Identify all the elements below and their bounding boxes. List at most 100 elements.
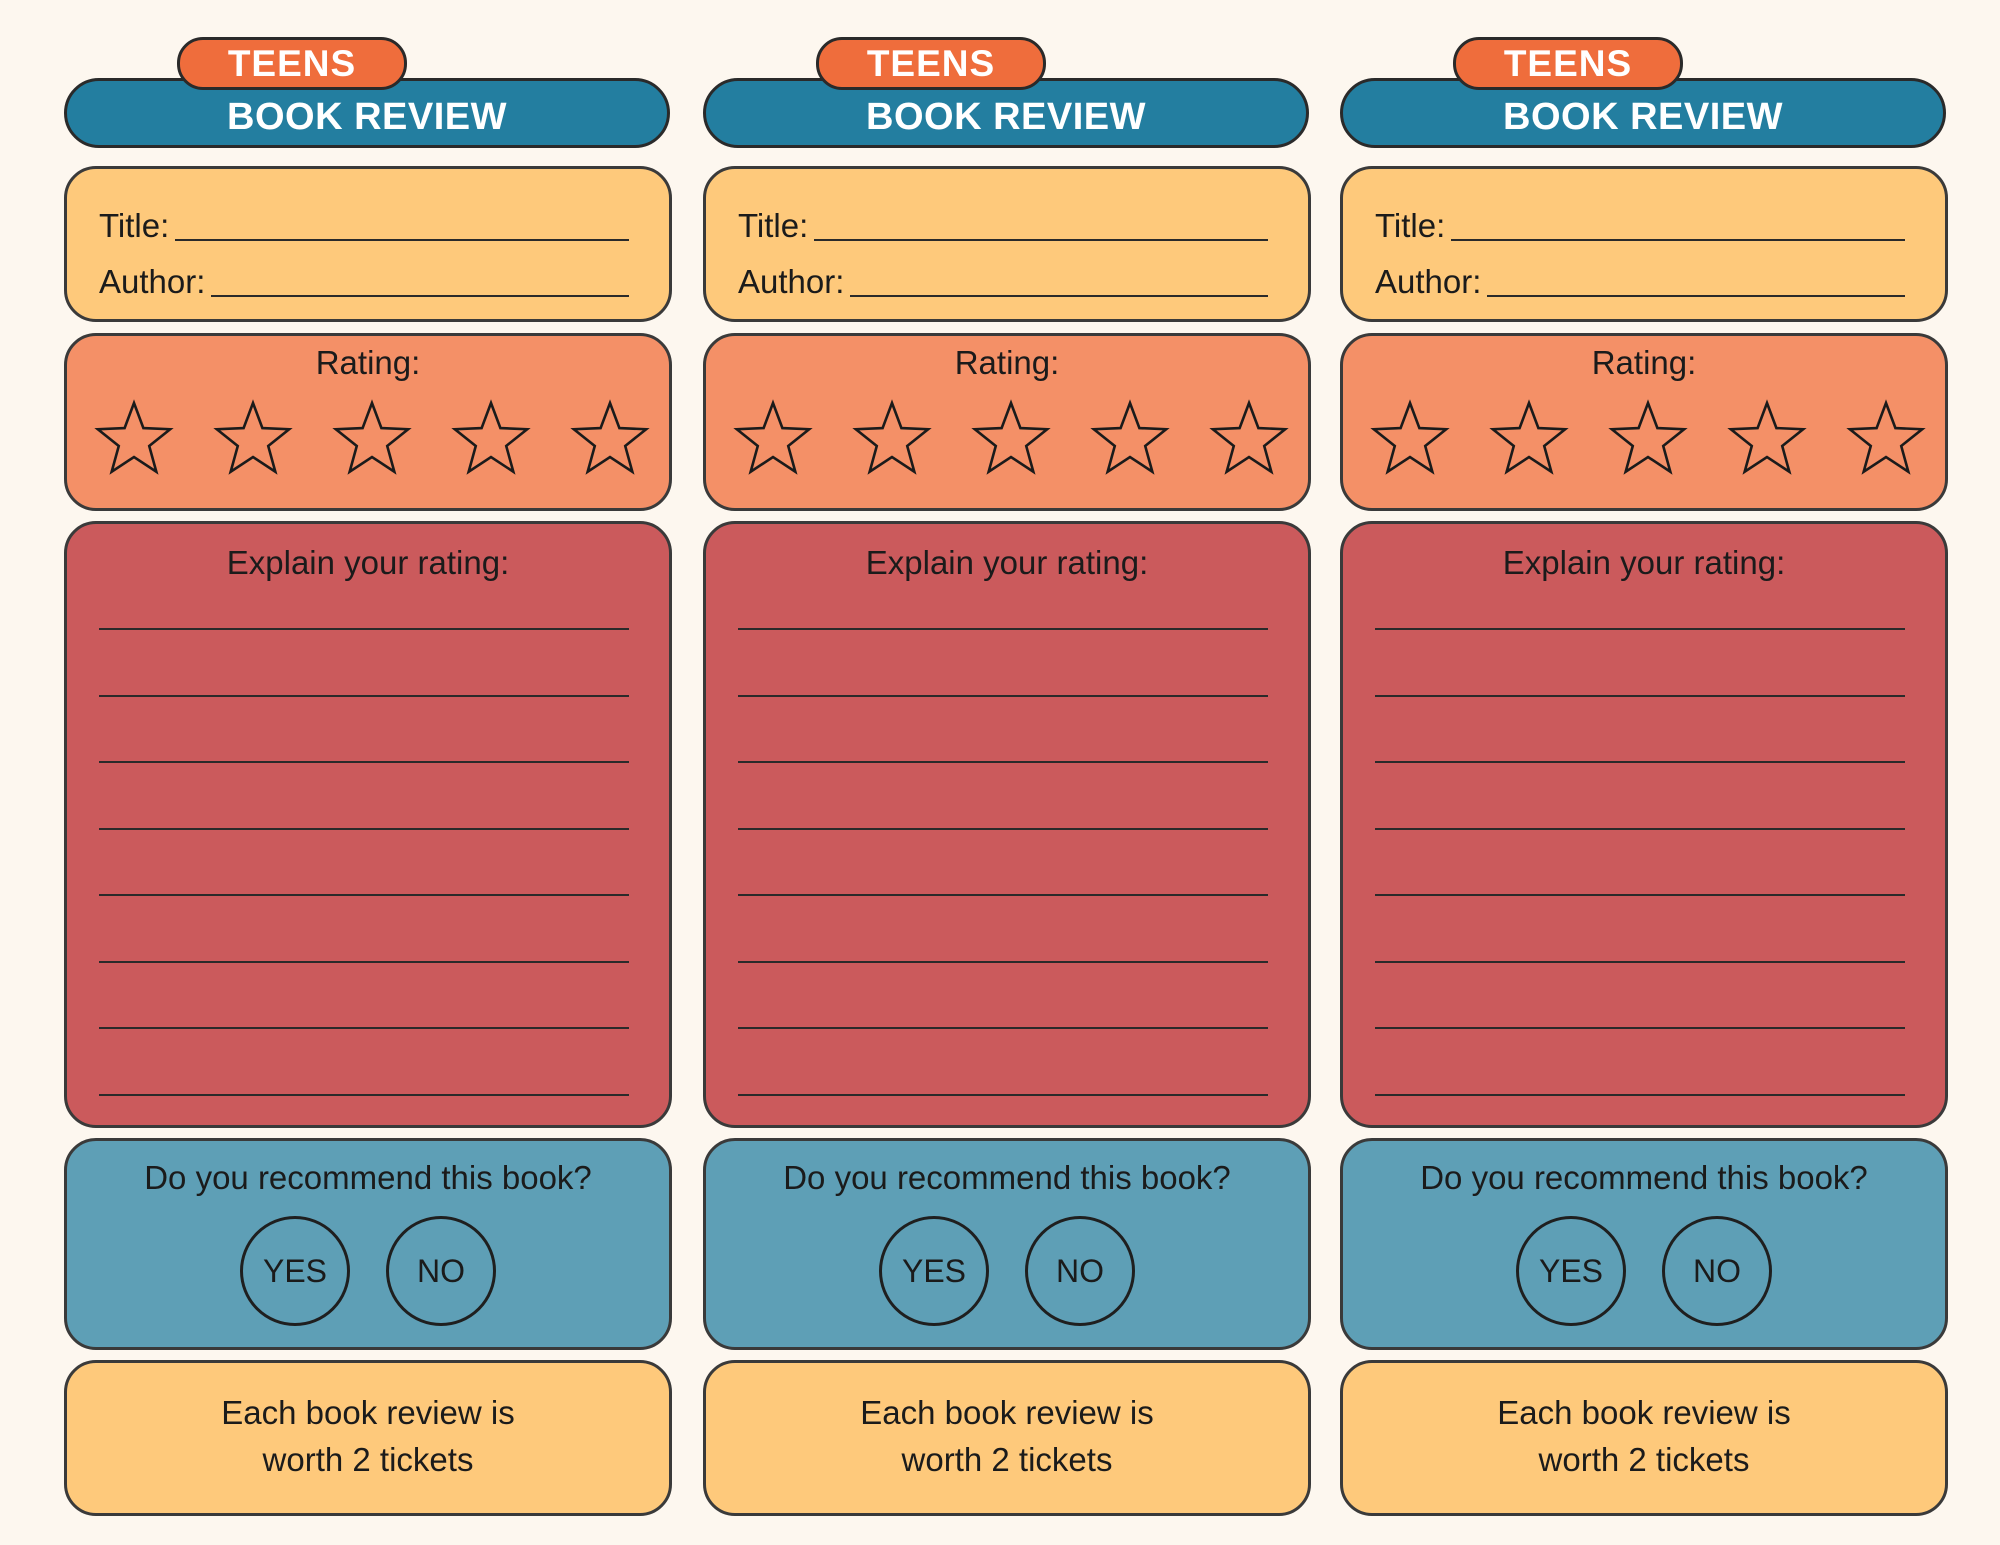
- writing-line[interactable]: [1375, 1027, 1905, 1029]
- rating-label: Rating:: [1591, 344, 1697, 381]
- rating-box: Rating:: [64, 333, 672, 511]
- rating-box: Rating:: [703, 333, 1311, 511]
- title-label: Title:: [99, 207, 170, 244]
- explain-label: Explain your rating:: [1502, 544, 1786, 581]
- ticket-note-line-1: Each book review is: [1497, 1394, 1791, 1431]
- review-card-1: TEENS BOOK REVIEW Title: Author: Rating:…: [64, 0, 674, 1545]
- teens-tab: TEENS: [177, 37, 407, 90]
- writing-line[interactable]: [1375, 960, 1905, 963]
- explain-label: Explain your rating:: [226, 544, 510, 581]
- title-label: Title:: [738, 207, 809, 244]
- no-option[interactable]: NO: [386, 1216, 496, 1326]
- review-card-2: TEENS BOOK REVIEW Title: Author: Rating:…: [703, 0, 1313, 1545]
- book-info-box: Title: Author:: [703, 166, 1311, 322]
- ticket-note-line-1: Each book review is: [221, 1394, 515, 1431]
- writing-line[interactable]: [99, 894, 629, 896]
- writing-line[interactable]: [1375, 827, 1905, 830]
- title-label: Title:: [1375, 207, 1446, 244]
- star-icon[interactable]: [852, 398, 932, 478]
- title-field[interactable]: Title:: [1375, 205, 1905, 245]
- author-label: Author:: [1375, 263, 1482, 300]
- teens-tab: TEENS: [816, 37, 1046, 90]
- ticket-note-box: Each book review is worth 2 tickets: [703, 1360, 1311, 1516]
- writing-line[interactable]: [738, 628, 1268, 630]
- star-icon[interactable]: [1846, 398, 1926, 478]
- no-option[interactable]: NO: [1025, 1216, 1135, 1326]
- explain-box: Explain your rating:: [1340, 521, 1948, 1128]
- title-blank-line: [814, 238, 1268, 241]
- writing-line[interactable]: [1375, 694, 1905, 697]
- author-blank-line: [1487, 294, 1905, 297]
- title-blank-line: [175, 238, 629, 241]
- writing-line[interactable]: [738, 960, 1268, 963]
- author-label: Author:: [738, 263, 845, 300]
- rating-box: Rating:: [1340, 333, 1948, 511]
- writing-line[interactable]: [99, 694, 629, 697]
- star-icon[interactable]: [570, 398, 650, 478]
- explain-box: Explain your rating:: [64, 521, 672, 1128]
- no-option[interactable]: NO: [1662, 1216, 1772, 1326]
- recommend-box: Do you recommend this book? YES NO: [703, 1138, 1311, 1350]
- star-rating: [94, 398, 650, 478]
- yes-option[interactable]: YES: [1516, 1216, 1626, 1326]
- recommend-choices: YES NO: [1343, 1216, 1945, 1326]
- writing-line[interactable]: [1375, 1093, 1905, 1096]
- writing-line[interactable]: [738, 1093, 1268, 1096]
- recommend-box: Do you recommend this book? YES NO: [64, 1138, 672, 1350]
- writing-line[interactable]: [99, 827, 629, 830]
- writing-line[interactable]: [99, 1093, 629, 1096]
- star-icon[interactable]: [94, 398, 174, 478]
- writing-line[interactable]: [99, 1027, 629, 1029]
- writing-line[interactable]: [1375, 894, 1905, 896]
- writing-line[interactable]: [99, 960, 629, 963]
- title-blank-line: [1451, 238, 1905, 241]
- writing-line[interactable]: [1375, 628, 1905, 630]
- star-icon[interactable]: [451, 398, 531, 478]
- ticket-note-line-1: Each book review is: [860, 1394, 1154, 1431]
- writing-line[interactable]: [738, 827, 1268, 830]
- star-icon[interactable]: [971, 398, 1051, 478]
- ticket-note-line-2: worth 2 tickets: [1538, 1441, 1750, 1478]
- star-icon[interactable]: [1209, 398, 1289, 478]
- recommend-choices: YES NO: [67, 1216, 669, 1326]
- ticket-note: Each book review is worth 2 tickets: [706, 1389, 1308, 1483]
- writing-line[interactable]: [738, 1027, 1268, 1029]
- writing-line[interactable]: [99, 761, 629, 763]
- writing-line[interactable]: [738, 761, 1268, 763]
- book-info-box: Title: Author:: [1340, 166, 1948, 322]
- rating-label: Rating:: [315, 344, 421, 381]
- ticket-note-box: Each book review is worth 2 tickets: [64, 1360, 672, 1516]
- review-card-3: TEENS BOOK REVIEW Title: Author: Rating:…: [1340, 0, 1950, 1545]
- writing-line[interactable]: [99, 628, 629, 630]
- star-icon[interactable]: [1489, 398, 1569, 478]
- star-icon[interactable]: [332, 398, 412, 478]
- star-icon[interactable]: [1370, 398, 1450, 478]
- yes-option[interactable]: YES: [240, 1216, 350, 1326]
- title-field[interactable]: Title:: [99, 205, 629, 245]
- author-blank-line: [211, 294, 629, 297]
- recommend-box: Do you recommend this book? YES NO: [1340, 1138, 1948, 1350]
- star-icon[interactable]: [1727, 398, 1807, 478]
- star-rating: [1370, 398, 1926, 478]
- author-field[interactable]: Author:: [1375, 261, 1905, 301]
- star-rating: [733, 398, 1289, 478]
- writing-line[interactable]: [1375, 761, 1905, 763]
- ticket-note: Each book review is worth 2 tickets: [1343, 1389, 1945, 1483]
- author-field[interactable]: Author:: [738, 261, 1268, 301]
- author-blank-line: [850, 294, 1268, 297]
- star-icon[interactable]: [1608, 398, 1688, 478]
- star-icon[interactable]: [1090, 398, 1170, 478]
- yes-option[interactable]: YES: [879, 1216, 989, 1326]
- writing-line[interactable]: [738, 694, 1268, 697]
- teens-tab: TEENS: [1453, 37, 1683, 90]
- star-icon[interactable]: [733, 398, 813, 478]
- explain-box: Explain your rating:: [703, 521, 1311, 1128]
- writing-line[interactable]: [738, 894, 1268, 896]
- recommend-question: Do you recommend this book?: [783, 1159, 1231, 1196]
- author-label: Author:: [99, 263, 206, 300]
- recommend-question: Do you recommend this book?: [1420, 1159, 1868, 1196]
- recommend-choices: YES NO: [706, 1216, 1308, 1326]
- author-field[interactable]: Author:: [99, 261, 629, 301]
- star-icon[interactable]: [213, 398, 293, 478]
- title-field[interactable]: Title:: [738, 205, 1268, 245]
